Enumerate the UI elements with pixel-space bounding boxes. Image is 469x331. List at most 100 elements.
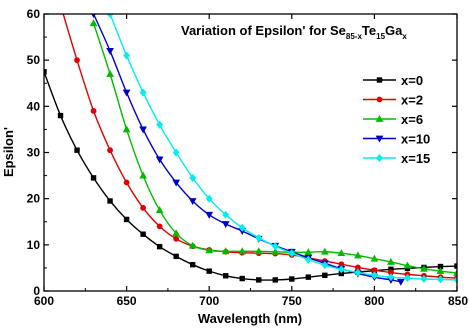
x-axis-title: Wavelength (nm) xyxy=(198,311,302,326)
data-point-x-0 xyxy=(74,147,80,153)
data-point-x-15 xyxy=(370,271,378,280)
data-point-x-15 xyxy=(189,173,197,182)
data-point-x-0 xyxy=(189,261,196,268)
data-point-x-15 xyxy=(156,120,164,129)
data-point-x-0 xyxy=(107,198,113,204)
data-point-x-6 xyxy=(420,264,428,272)
data-point-x-10 xyxy=(172,179,181,187)
legend-marker-x-0 xyxy=(376,77,383,83)
data-point-x-2 xyxy=(123,179,130,186)
series-line-x-10 xyxy=(92,14,401,283)
data-point-x-15 xyxy=(403,274,411,283)
data-point-x-6 xyxy=(254,247,263,255)
legend-marker-x-10 xyxy=(375,135,384,143)
legend-label-x-2: x=2 xyxy=(401,93,423,108)
x-tick-label: 800 xyxy=(364,294,384,308)
legend: x=0 x=2 x=6 x=10 x=15 xyxy=(363,73,430,166)
data-point-x-6 xyxy=(304,248,313,256)
data-point-x-6 xyxy=(453,268,457,276)
data-point-x-0 xyxy=(223,273,229,279)
data-point-x-15 xyxy=(321,261,329,270)
data-point-x-15 xyxy=(255,233,263,242)
series-line-x-15 xyxy=(109,14,457,281)
data-point-x-15 xyxy=(437,275,444,284)
x-tick-label: 850 xyxy=(448,294,468,308)
legend-marker-x-2 xyxy=(376,96,383,103)
data-point-x-6 xyxy=(320,247,329,255)
data-point-x-10 xyxy=(396,278,405,286)
data-point-x-15 xyxy=(123,51,131,60)
data-point-x-6 xyxy=(172,229,181,237)
data-point-x-0 xyxy=(173,253,179,260)
data-point-x-6 xyxy=(89,19,98,27)
x-tick-label: 650 xyxy=(117,294,137,308)
data-point-x-2 xyxy=(173,235,180,242)
data-point-x-6 xyxy=(271,247,280,255)
data-point-x-0 xyxy=(239,275,245,282)
data-point-x-15 xyxy=(271,242,279,251)
data-point-x-6 xyxy=(155,206,164,214)
y-tick-label: 40 xyxy=(27,99,41,113)
data-point-x-15 xyxy=(205,194,213,203)
y-tick-label: 0 xyxy=(33,284,40,298)
data-point-x-0 xyxy=(305,274,312,280)
data-point-x-6 xyxy=(188,241,197,249)
data-point-x-0 xyxy=(57,112,64,119)
data-point-x-6 xyxy=(354,251,362,259)
data-point-x-2 xyxy=(90,108,97,114)
data-point-x-15 xyxy=(238,223,246,232)
data-point-x-6 xyxy=(337,249,346,257)
y-tick-label: 20 xyxy=(27,192,41,206)
y-axis-title: Epsilon' xyxy=(1,127,16,177)
chart-title: Variation of Epsilon' for Se85-xTe15Gax xyxy=(181,23,407,41)
legend-label-x-0: x=0 xyxy=(401,73,423,88)
y-tick-label: 60 xyxy=(27,7,41,21)
data-point-x-0 xyxy=(123,216,130,223)
x-tick-label: 600 xyxy=(34,294,54,308)
data-point-x-6 xyxy=(403,261,412,269)
x-tick-label: 750 xyxy=(282,294,302,308)
data-point-x-6 xyxy=(221,247,230,255)
data-point-x-10 xyxy=(106,48,114,55)
plot-area xyxy=(44,2,457,286)
data-point-x-15 xyxy=(387,273,395,282)
x-tick-label: 700 xyxy=(199,294,219,308)
data-point-x-15 xyxy=(453,275,457,284)
y-tick-label: 50 xyxy=(27,53,41,67)
data-point-x-15 xyxy=(172,148,180,157)
data-point-x-2 xyxy=(58,2,63,7)
data-point-x-0 xyxy=(90,175,97,181)
data-point-x-6 xyxy=(139,171,147,179)
data-point-x-0 xyxy=(289,276,295,282)
data-point-x-15 xyxy=(337,265,345,274)
legend-label-x-6: x=6 xyxy=(401,112,423,127)
legend-label-x-10: x=10 xyxy=(401,132,430,147)
data-point-x-0 xyxy=(156,243,163,250)
data-point-x-0 xyxy=(140,231,146,237)
data-point-x-15 xyxy=(354,268,362,277)
data-point-x-15 xyxy=(106,14,114,18)
data-point-x-6 xyxy=(436,267,445,275)
data-point-x-6 xyxy=(238,247,247,255)
data-point-x-10 xyxy=(188,198,197,206)
data-point-x-15 xyxy=(222,210,230,219)
data-point-x-10 xyxy=(205,211,214,219)
data-point-x-2 xyxy=(156,223,163,230)
data-point-x-6 xyxy=(122,125,131,133)
data-point-x-15 xyxy=(304,255,312,264)
data-point-x-6 xyxy=(106,69,114,77)
data-point-x-0 xyxy=(272,277,278,283)
data-point-x-6 xyxy=(370,254,379,262)
data-point-x-15 xyxy=(288,249,296,258)
data-point-x-2 xyxy=(107,147,113,154)
data-point-x-2 xyxy=(74,57,80,64)
data-point-x-10 xyxy=(155,156,164,164)
data-point-x-6 xyxy=(205,246,214,254)
data-point-x-6 xyxy=(387,257,395,265)
data-point-x-2 xyxy=(140,205,147,211)
legend-marker-x-15 xyxy=(376,154,383,162)
data-point-x-0 xyxy=(44,69,47,75)
plot-frame xyxy=(43,13,458,292)
data-point-x-0 xyxy=(256,277,262,283)
